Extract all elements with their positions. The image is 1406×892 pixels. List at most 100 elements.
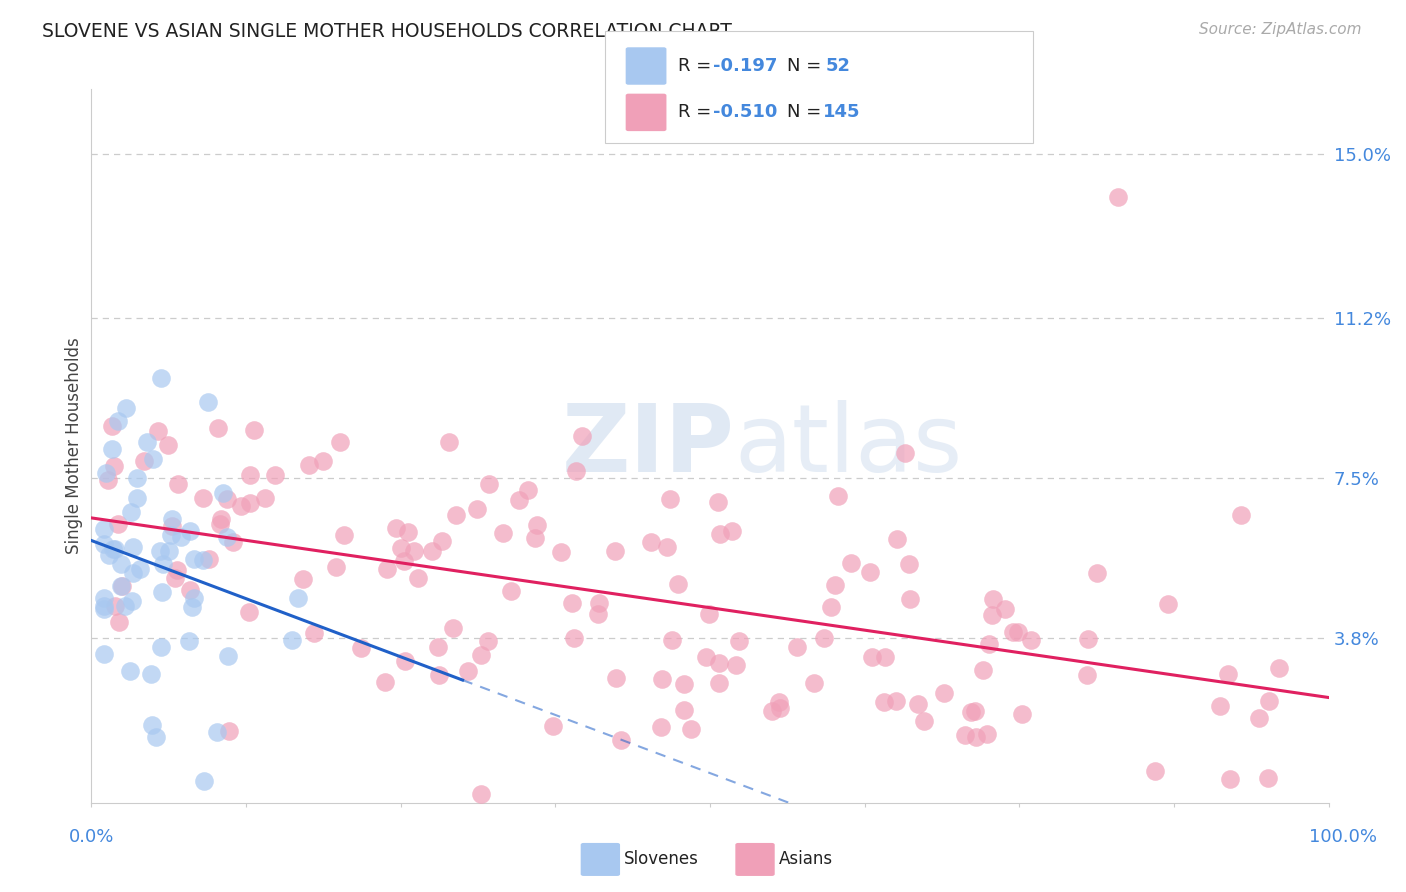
Text: Asians: Asians bbox=[779, 850, 832, 868]
Point bbox=[238, 605, 260, 619]
Point bbox=[588, 596, 610, 610]
Point bbox=[254, 491, 277, 505]
Point bbox=[217, 649, 239, 664]
Point bbox=[101, 542, 124, 557]
Point bbox=[304, 626, 326, 640]
Point bbox=[197, 395, 219, 409]
Point bbox=[375, 561, 398, 575]
Point bbox=[859, 565, 882, 579]
Point bbox=[465, 502, 488, 516]
Point bbox=[146, 424, 169, 438]
Point bbox=[111, 579, 134, 593]
Point bbox=[209, 512, 232, 526]
Point bbox=[651, 672, 673, 686]
Point bbox=[101, 442, 124, 456]
Point bbox=[115, 401, 138, 415]
Point bbox=[1257, 771, 1279, 785]
Point bbox=[142, 452, 165, 467]
Point bbox=[114, 599, 136, 613]
Point bbox=[898, 558, 921, 572]
Point bbox=[287, 591, 309, 606]
Point bbox=[165, 571, 187, 585]
Point bbox=[93, 647, 115, 661]
Point bbox=[679, 722, 702, 736]
Point bbox=[97, 474, 120, 488]
Point bbox=[264, 468, 287, 483]
Text: 100.0%: 100.0% bbox=[1309, 828, 1376, 846]
Point bbox=[524, 531, 547, 545]
Point bbox=[761, 705, 783, 719]
Point bbox=[239, 496, 262, 510]
Point bbox=[427, 640, 450, 655]
Point bbox=[157, 544, 180, 558]
Point bbox=[145, 730, 167, 744]
Point bbox=[292, 573, 315, 587]
Point bbox=[162, 518, 184, 533]
Point bbox=[824, 578, 846, 592]
Point bbox=[526, 517, 548, 532]
Point bbox=[183, 551, 205, 566]
Text: -0.510: -0.510 bbox=[713, 103, 778, 121]
Point bbox=[786, 640, 808, 654]
Point bbox=[813, 631, 835, 645]
Point bbox=[441, 620, 464, 634]
Point bbox=[392, 554, 415, 568]
Point bbox=[191, 553, 214, 567]
Point bbox=[820, 599, 842, 614]
Point bbox=[508, 493, 530, 508]
Point bbox=[183, 591, 205, 606]
Point bbox=[1247, 711, 1270, 725]
Point bbox=[550, 545, 572, 559]
Point bbox=[96, 466, 118, 480]
Point bbox=[955, 728, 977, 742]
Point bbox=[159, 528, 181, 542]
Point bbox=[1144, 764, 1167, 778]
Point bbox=[457, 664, 479, 678]
Point bbox=[152, 557, 174, 571]
Point bbox=[325, 559, 347, 574]
Point bbox=[166, 563, 188, 577]
Point bbox=[179, 524, 201, 538]
Point bbox=[93, 522, 115, 536]
Text: N =: N = bbox=[787, 103, 827, 121]
Point bbox=[118, 665, 141, 679]
Point bbox=[93, 591, 115, 605]
Point bbox=[588, 607, 610, 621]
Point bbox=[603, 543, 626, 558]
Point bbox=[477, 634, 499, 648]
Point bbox=[1268, 661, 1291, 675]
Point bbox=[129, 562, 152, 576]
Point bbox=[149, 370, 172, 384]
Text: SLOVENE VS ASIAN SINGLE MOTHER HOUSEHOLDS CORRELATION CHART: SLOVENE VS ASIAN SINGLE MOTHER HOUSEHOLD… bbox=[42, 22, 733, 41]
Point bbox=[661, 633, 683, 648]
Point bbox=[517, 483, 540, 497]
Point bbox=[207, 421, 229, 435]
Point bbox=[121, 593, 143, 607]
Point bbox=[1007, 625, 1029, 640]
Point bbox=[932, 686, 955, 700]
Text: ZIP: ZIP bbox=[562, 400, 735, 492]
Point bbox=[1085, 566, 1108, 580]
Point bbox=[1229, 508, 1251, 522]
Point bbox=[135, 435, 157, 450]
Point bbox=[160, 512, 183, 526]
Point bbox=[1076, 668, 1098, 682]
Point bbox=[1209, 698, 1232, 713]
Point bbox=[120, 505, 142, 519]
Point bbox=[610, 733, 633, 747]
Point bbox=[110, 579, 132, 593]
Point bbox=[659, 492, 682, 507]
Point bbox=[149, 543, 172, 558]
Point bbox=[697, 607, 720, 621]
Point bbox=[97, 548, 120, 562]
Point bbox=[672, 677, 695, 691]
Point bbox=[650, 720, 672, 734]
Point bbox=[93, 599, 115, 613]
Point bbox=[707, 495, 730, 509]
Point bbox=[396, 524, 419, 539]
Point bbox=[561, 596, 583, 610]
Point bbox=[972, 663, 994, 677]
Point bbox=[478, 477, 501, 491]
Text: 0.0%: 0.0% bbox=[69, 828, 114, 846]
Point bbox=[406, 571, 429, 585]
